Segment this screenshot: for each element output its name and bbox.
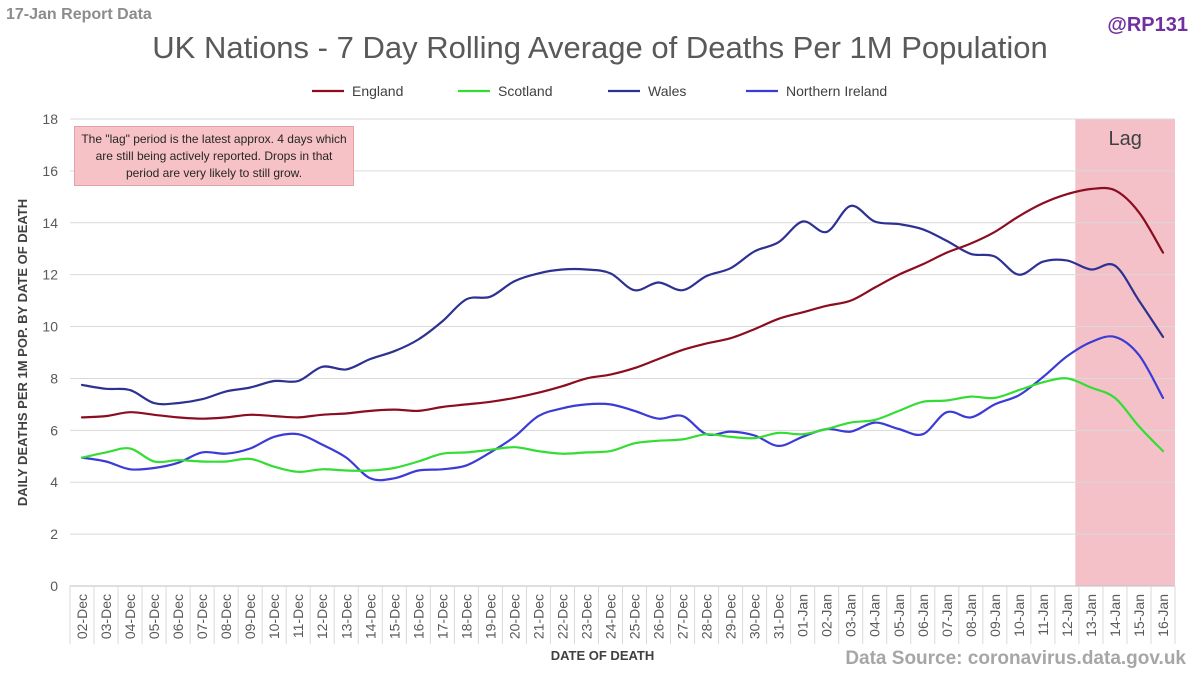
legend-label-scotland: Scotland: [498, 83, 552, 99]
x-tick-label: 05-Dec: [146, 594, 162, 639]
x-tick-label: 06-Dec: [170, 594, 186, 639]
data-source: Data Source: coronavirus.data.gov.uk: [845, 648, 1186, 669]
x-tick-label: 16-Dec: [410, 594, 426, 639]
chart-title: UK Nations - 7 Day Rolling Average of De…: [152, 30, 1048, 65]
x-tick-label: 12-Jan: [1059, 594, 1075, 637]
lag-label: Lag: [1108, 128, 1141, 150]
x-tick-label: 15-Jan: [1131, 594, 1147, 637]
x-tick-label: 07-Dec: [194, 594, 210, 639]
series-line-northern-ireland: [80, 335, 1165, 482]
y-tick-label: 6: [50, 422, 58, 438]
x-tick-label: 06-Jan: [915, 594, 931, 637]
x-tick-label: 05-Jan: [891, 594, 907, 637]
x-tick-label: 11-Dec: [290, 594, 306, 638]
x-tick-label: 11-Jan: [1035, 594, 1051, 636]
y-tick-label: 0: [50, 578, 58, 594]
x-tick-label: 29-Dec: [723, 594, 739, 639]
x-tick-label: 15-Dec: [386, 594, 402, 639]
y-axis-title: DAILY DEATHS PER 1M POP. BY DATE OF DEAT…: [15, 199, 30, 506]
y-tick-label: 16: [42, 163, 58, 179]
series-line-scotland: [80, 377, 1165, 473]
x-tick-label: 04-Jan: [867, 594, 883, 637]
x-tick-label: 03-Jan: [843, 594, 859, 637]
x-tick-label: 09-Jan: [987, 594, 1003, 637]
x-tick-label: 04-Dec: [122, 594, 138, 639]
x-tick-label: 13-Jan: [1083, 594, 1099, 637]
y-tick-label: 12: [42, 267, 58, 283]
y-tick-label: 8: [50, 370, 58, 386]
x-tick-label: 07-Jan: [939, 594, 955, 637]
x-tick-label: 26-Dec: [651, 594, 667, 639]
x-tick-label: 02-Jan: [819, 594, 835, 637]
lag-note: The "lag" period is the latest approx. 4…: [74, 126, 354, 186]
x-tick-label: 22-Dec: [554, 594, 570, 639]
series-line-wales: [80, 204, 1165, 406]
x-tick-label: 14-Dec: [362, 594, 378, 639]
legend-label-england: England: [352, 83, 403, 99]
x-tick-label: 17-Dec: [434, 594, 450, 639]
x-tick-label: 19-Dec: [482, 594, 498, 639]
legend-label-wales: Wales: [648, 83, 686, 99]
y-tick-label: 2: [50, 526, 58, 542]
series-line-england: [80, 186, 1165, 420]
x-tick-label: 30-Dec: [747, 594, 763, 639]
x-tick-label: 20-Dec: [506, 594, 522, 639]
x-axis-title: DATE OF DEATH: [551, 648, 655, 663]
x-tick-label: 27-Dec: [675, 594, 691, 639]
y-tick-label: 10: [42, 319, 58, 335]
y-tick-label: 18: [42, 111, 58, 127]
x-tick-label: 25-Dec: [627, 594, 643, 639]
report-date-label: 17-Jan Report Data: [6, 6, 152, 23]
x-tick-label: 23-Dec: [578, 594, 594, 639]
x-tick-label: 13-Dec: [338, 594, 354, 639]
y-tick-label: 4: [50, 474, 58, 490]
x-tick-label: 18-Dec: [458, 594, 474, 639]
x-tick-label: 31-Dec: [771, 594, 787, 639]
x-tick-label: 10-Dec: [266, 594, 282, 639]
x-tick-label: 14-Jan: [1107, 594, 1123, 637]
x-tick-label: 16-Jan: [1155, 594, 1171, 637]
author-handle: @RP131: [1107, 14, 1188, 36]
legend-label-northern-ireland: Northern Ireland: [786, 83, 887, 99]
x-tick-label: 01-Jan: [795, 594, 811, 637]
y-tick-label: 14: [42, 215, 58, 231]
x-tick-label: 09-Dec: [242, 594, 258, 639]
x-tick-label: 08-Dec: [218, 594, 234, 639]
x-tick-label: 24-Dec: [602, 594, 618, 639]
x-tick-label: 21-Dec: [530, 594, 546, 639]
x-tick-label: 10-Jan: [1011, 594, 1027, 637]
x-tick-label: 12-Dec: [314, 594, 330, 639]
x-tick-label: 08-Jan: [963, 594, 979, 637]
x-tick-label: 28-Dec: [699, 594, 715, 639]
x-tick-label: 02-Dec: [74, 594, 90, 639]
x-tick-label: 03-Dec: [98, 594, 114, 639]
